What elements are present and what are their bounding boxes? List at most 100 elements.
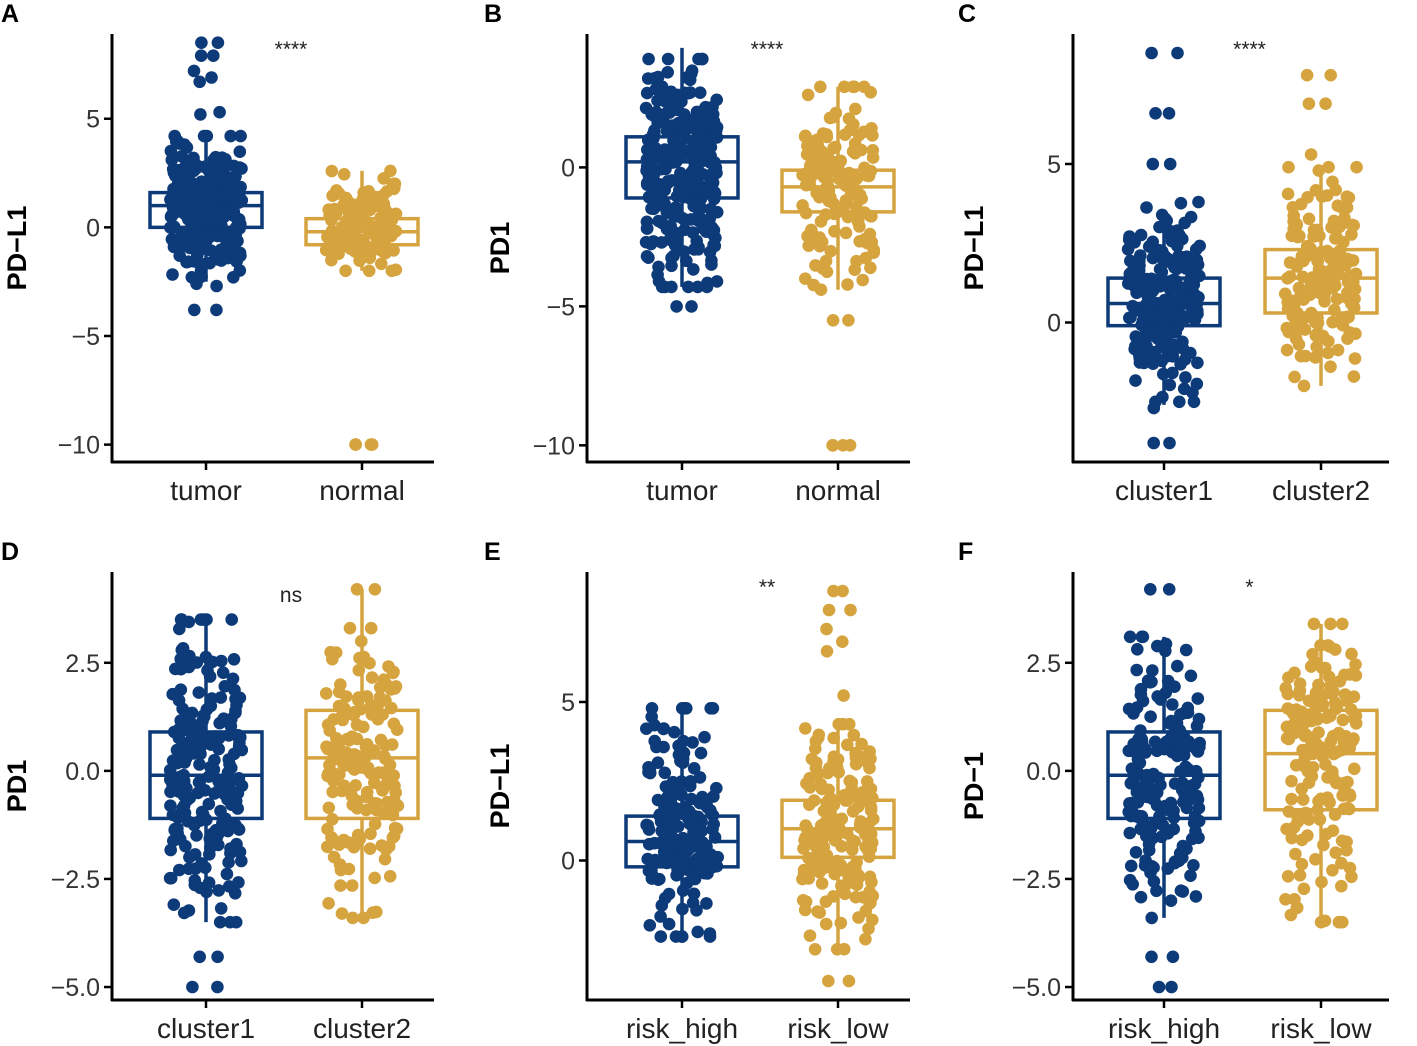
- data-point: [357, 911, 370, 925]
- data-point: [197, 613, 210, 626]
- data-point: [1280, 731, 1294, 745]
- data-point: [1282, 160, 1295, 174]
- data-point: [692, 117, 705, 131]
- data-point: [1184, 669, 1198, 683]
- data-point: [1289, 847, 1302, 861]
- data-point: [1177, 382, 1191, 396]
- data-point: [1335, 834, 1349, 848]
- data-point: [1345, 291, 1358, 304]
- data-point: [1129, 374, 1142, 387]
- data-point: [220, 867, 234, 881]
- data-point: [850, 878, 864, 892]
- outlier-point: [213, 105, 226, 119]
- data-point: [350, 837, 364, 850]
- data-point: [383, 870, 397, 883]
- data-point: [1284, 908, 1298, 922]
- data-point: [217, 210, 231, 224]
- data-point: [165, 209, 179, 223]
- data-point: [651, 756, 665, 769]
- data-point: [841, 278, 854, 291]
- data-point: [164, 799, 177, 812]
- outlier-point: [205, 71, 218, 84]
- data-point: [212, 742, 225, 756]
- data-point: [227, 790, 240, 804]
- data-point: [362, 264, 376, 278]
- outlier-point: [1171, 46, 1184, 60]
- data-point: [1279, 893, 1292, 906]
- data-point: [1171, 746, 1185, 760]
- y-axis-label: PD1: [485, 222, 515, 275]
- data-point: [684, 775, 697, 788]
- data-point: [1157, 742, 1171, 756]
- data-point: [1124, 311, 1137, 324]
- data-point: [1336, 789, 1349, 802]
- data-point: [1318, 914, 1332, 928]
- box-iqr: [304, 708, 420, 821]
- data-point: [1307, 617, 1321, 631]
- data-point: [1136, 630, 1150, 644]
- data-point: [1280, 321, 1294, 335]
- data-point: [838, 128, 852, 141]
- data-point: [375, 257, 388, 271]
- outlier-point: [193, 950, 206, 964]
- y-axis-label: PD−L1: [959, 206, 989, 291]
- data-point: [808, 943, 822, 956]
- data-point: [661, 176, 674, 190]
- outlier-point: [1149, 107, 1162, 120]
- x-category-label: risk_low: [787, 1013, 889, 1044]
- group-tumor: tumor: [624, 47, 740, 506]
- data-point: [1161, 827, 1175, 840]
- data-point: [682, 280, 695, 294]
- data-point: [319, 687, 333, 700]
- data-point: [687, 263, 700, 276]
- data-point: [705, 258, 718, 271]
- data-point: [1172, 854, 1186, 868]
- outlier-point: [1145, 46, 1158, 60]
- data-point: [389, 680, 403, 693]
- data-point: [665, 259, 678, 273]
- y-tick-label: −5.0: [1012, 974, 1061, 1002]
- data-point: [1331, 343, 1345, 357]
- data-point: [321, 718, 335, 732]
- data-point: [813, 239, 827, 253]
- outlier-point: [211, 36, 225, 49]
- data-point: [1340, 694, 1354, 708]
- data-point: [229, 704, 242, 717]
- data-point: [1324, 617, 1337, 631]
- data-point: [1146, 235, 1159, 249]
- panel-F: F 2.5 0.0 −2.5 −5.0 PD−1 * risk_high risk_low: [958, 538, 1389, 1044]
- data-point: [1146, 251, 1160, 265]
- significance-label: ns: [280, 584, 302, 607]
- data-point: [846, 80, 860, 94]
- y-tick-label: 0: [561, 848, 575, 876]
- group-cluster1: cluster1: [148, 613, 264, 1044]
- group-normal: normal: [780, 80, 896, 506]
- data-point: [1159, 255, 1173, 268]
- data-point: [325, 164, 339, 178]
- data-point: [1324, 360, 1337, 374]
- data-point: [334, 678, 347, 691]
- y-tick-label: 0: [86, 214, 100, 242]
- data-point: [657, 91, 671, 104]
- data-point: [1345, 870, 1358, 884]
- data-point: [1338, 668, 1351, 682]
- data-point: [1187, 859, 1200, 872]
- outlier-point: [193, 75, 206, 89]
- data-point: [1145, 860, 1159, 873]
- data-point: [194, 741, 207, 755]
- data-point: [1295, 250, 1309, 263]
- outlier-point: [1319, 97, 1332, 110]
- data-point: [819, 895, 833, 908]
- data-point: [694, 746, 708, 760]
- group-risk_low: risk_low: [780, 584, 896, 1044]
- data-point: [847, 728, 861, 742]
- data-point: [363, 251, 377, 265]
- data-point: [1302, 776, 1316, 789]
- data-point: [685, 792, 698, 806]
- data-point: [1340, 843, 1353, 857]
- data-point: [1189, 890, 1203, 903]
- data-point: [1323, 796, 1336, 809]
- data-point: [372, 766, 386, 779]
- panel-letter-F: F: [958, 538, 973, 566]
- data-point: [1309, 329, 1323, 342]
